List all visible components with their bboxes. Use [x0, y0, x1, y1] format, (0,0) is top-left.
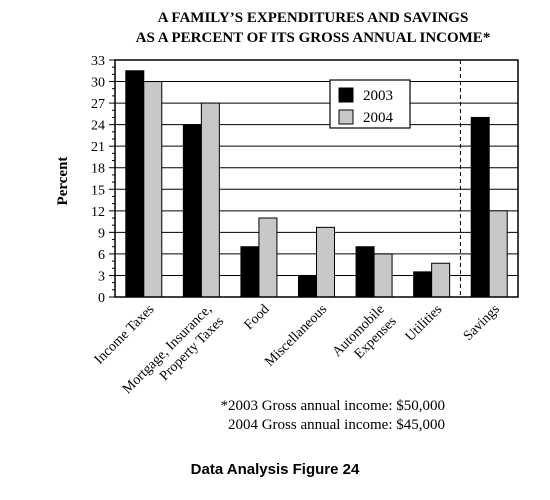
legend: 2003 2004: [329, 79, 411, 129]
y-tick-label: 12: [91, 205, 105, 220]
bars: [125, 70, 508, 298]
bar-2003: [240, 246, 260, 298]
bar-2003: [125, 70, 145, 298]
y-tick-label: 9: [98, 226, 105, 241]
y-tick-label: 6: [98, 248, 105, 263]
category-label: Miscellaneous: [262, 302, 330, 370]
category-label: Savings: [461, 302, 503, 344]
y-tick-label: 0: [98, 291, 105, 306]
figure-caption: Data Analysis Figure 24: [191, 461, 360, 478]
bar-2004: [431, 262, 451, 298]
y-tick-label: 33: [91, 54, 105, 69]
y-tick-label: 18: [91, 162, 105, 177]
y-tick-label: 15: [91, 183, 105, 198]
legend-swatch-2003: [338, 87, 354, 103]
category-label-line: Utilities: [403, 302, 446, 345]
bar-2003: [355, 246, 375, 298]
footnote-2003-income: *2003 Gross annual income: $50,000: [220, 398, 445, 414]
bar-2004: [316, 226, 335, 298]
bar-2004: [258, 217, 278, 298]
bar-2003: [182, 124, 202, 298]
bar-2004: [143, 81, 163, 298]
footnote-2004-income: 2004 Gross annual income: $45,000: [228, 417, 445, 433]
category-label-line: Savings: [461, 302, 503, 344]
category-label: Food: [242, 302, 273, 333]
plot-frame: [114, 59, 519, 298]
y-tick-label: 27: [91, 97, 105, 112]
legend-label-2003: 2003: [363, 88, 393, 104]
category-label-line: Food: [242, 302, 273, 333]
category-label: Utilities: [403, 302, 446, 345]
chart-title-line-2: AS A PERCENT OF ITS GROSS ANNUAL INCOME*: [136, 30, 491, 46]
legend-label-2004: 2004: [363, 110, 394, 126]
y-axis-label: Percent: [55, 157, 71, 206]
chart-title-line-1: A FAMILY’S EXPENDITURES AND SAVINGS: [158, 10, 469, 26]
y-tick-label: 24: [91, 119, 105, 134]
y-tick-label: 3: [98, 269, 105, 284]
y-tick-label: 21: [91, 140, 105, 155]
category-label-line: Miscellaneous: [262, 302, 330, 370]
bar-2003: [413, 271, 433, 298]
bar-2004: [200, 102, 220, 298]
bar-2004: [373, 253, 393, 298]
y-tick-label: 30: [91, 76, 105, 91]
bar-2003: [470, 116, 490, 298]
bar-2003: [298, 274, 317, 298]
legend-swatch-2004: [338, 109, 354, 125]
bar-2004: [488, 210, 508, 298]
